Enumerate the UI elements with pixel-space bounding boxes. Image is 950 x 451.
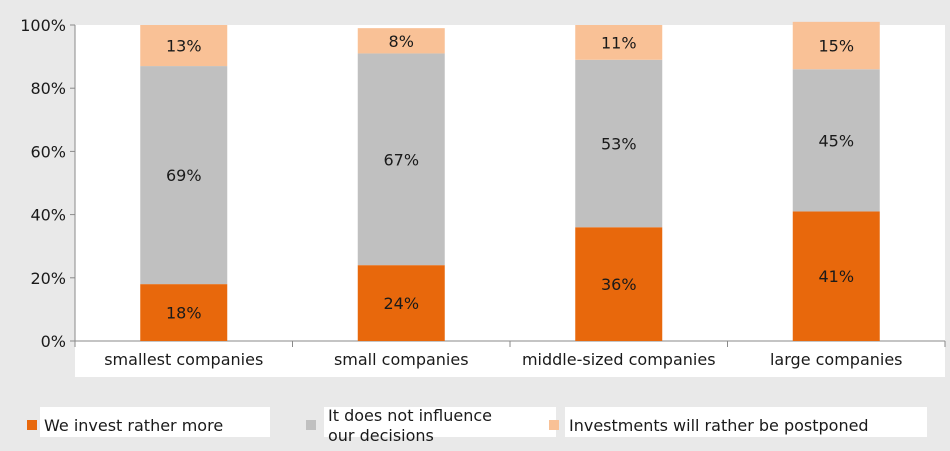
legend-item-bg — [324, 407, 556, 437]
category-label: large companies — [770, 350, 903, 369]
category-label: smallest companies — [104, 350, 263, 369]
bar-segment — [357, 28, 445, 54]
data-label: 24% — [383, 294, 419, 313]
legend-label: We invest rather more — [44, 416, 223, 435]
data-label: 11% — [601, 33, 637, 52]
bar-segment — [792, 211, 880, 341]
category-label: small companies — [334, 350, 469, 369]
y-tick-label: 60% — [30, 142, 66, 161]
bar-segment — [792, 69, 880, 212]
bar-segment — [357, 265, 445, 341]
data-label: 41% — [818, 267, 854, 286]
legend-swatch — [27, 420, 37, 430]
y-tick-label: 0% — [41, 332, 66, 351]
data-label: 69% — [166, 166, 202, 185]
data-label: 8% — [389, 32, 414, 51]
bar-segment — [575, 25, 663, 60]
bar-segment — [792, 21, 880, 70]
data-label: 13% — [166, 37, 202, 56]
category-label: middle-sized companies — [522, 350, 716, 369]
data-label: 67% — [383, 150, 419, 169]
bar-segment — [140, 284, 228, 341]
y-tick-label: 20% — [30, 269, 66, 288]
bar-segment — [140, 25, 228, 67]
data-label: 36% — [601, 275, 637, 294]
legend-swatch — [549, 420, 559, 430]
data-label: 18% — [166, 304, 202, 323]
data-label: 45% — [818, 131, 854, 150]
y-tick-label: 80% — [30, 79, 66, 98]
legend-swatch — [306, 420, 316, 430]
bar-segment — [140, 66, 228, 285]
legend-label: Investments will rather be postponed — [569, 416, 869, 435]
data-label: 53% — [601, 135, 637, 154]
bar-segment — [357, 53, 445, 266]
bar-segment — [575, 227, 663, 341]
bar-segment — [575, 59, 663, 228]
y-tick-label: 40% — [30, 206, 66, 225]
legend-item-bg — [565, 407, 927, 437]
legend-item-bg — [40, 407, 270, 437]
legend-label: It does not influence our decisions — [328, 406, 492, 445]
data-label: 15% — [818, 37, 854, 56]
y-tick-label: 100% — [20, 16, 66, 35]
